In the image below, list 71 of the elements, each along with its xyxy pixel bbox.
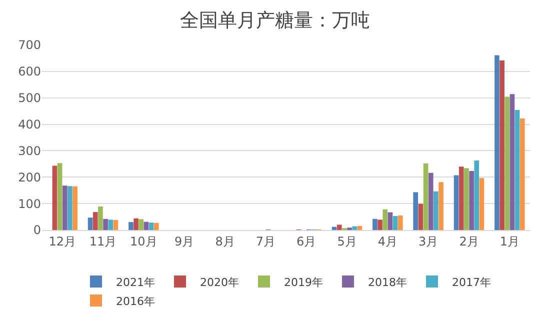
bar — [108, 220, 114, 230]
bar — [479, 178, 484, 230]
bar — [418, 204, 424, 230]
bar — [413, 192, 418, 230]
bar — [357, 226, 362, 230]
bar — [464, 168, 469, 230]
bar — [148, 222, 154, 230]
bar — [458, 166, 464, 230]
y-tick-label: 600 — [18, 64, 41, 79]
legend-label: 2016年 — [116, 294, 155, 308]
bar — [438, 182, 444, 230]
x-tick-label: 1月 — [500, 234, 520, 248]
bar — [68, 186, 72, 230]
legend-label: 2017年 — [452, 276, 491, 289]
legend-label: 2021年 — [116, 276, 155, 289]
y-tick-label: 100 — [18, 196, 41, 211]
bar — [128, 222, 134, 230]
bar — [494, 55, 500, 230]
bar — [520, 118, 525, 230]
bar — [392, 216, 398, 230]
bar — [434, 191, 438, 230]
y-tick-label: 0 — [33, 223, 41, 238]
x-tick-label: 5月 — [337, 234, 357, 248]
x-tick-label: 6月 — [296, 234, 316, 248]
bar — [378, 220, 382, 230]
y-tick-label: 700 — [18, 38, 41, 52]
y-tick-label: 300 — [18, 144, 41, 158]
bar — [134, 218, 138, 230]
bar — [352, 226, 358, 230]
bar — [504, 96, 510, 230]
bar — [72, 186, 78, 230]
x-tick-label: 7月 — [256, 234, 276, 248]
bar — [138, 219, 144, 230]
bar — [474, 160, 480, 230]
bar — [144, 222, 149, 230]
bar — [510, 94, 515, 230]
bar — [336, 224, 342, 230]
bar — [92, 212, 98, 230]
x-tick-label: 10月 — [130, 234, 158, 248]
bar — [52, 166, 58, 230]
legend-label: 2020年 — [200, 276, 239, 289]
bar — [454, 175, 459, 230]
bar — [57, 163, 62, 230]
bar — [98, 206, 103, 230]
bar — [500, 60, 504, 230]
bar — [514, 110, 520, 230]
y-tick-label: 400 — [18, 117, 41, 132]
bar — [423, 163, 428, 230]
x-tick-label: 3月 — [418, 234, 438, 248]
y-tick-label: 500 — [18, 91, 41, 106]
x-tick-label: 2月 — [459, 234, 479, 248]
legend-label: 2018年 — [368, 276, 407, 289]
bar — [154, 222, 159, 230]
bar — [388, 212, 393, 230]
legend-label: 2019年 — [284, 276, 323, 289]
y-tick-label: 200 — [18, 170, 41, 184]
bar — [88, 218, 93, 230]
bar — [62, 186, 68, 230]
bar — [103, 218, 108, 230]
x-tick-label: 12月 — [48, 234, 76, 248]
bar — [372, 218, 378, 230]
x-tick-label: 4月 — [378, 234, 398, 248]
x-tick-label: 11月 — [89, 234, 117, 248]
bar — [113, 220, 118, 230]
bar — [428, 172, 434, 230]
x-tick-label: 9月 — [174, 234, 194, 248]
bar — [469, 171, 474, 230]
bar — [382, 209, 388, 230]
x-tick-label: 8月 — [215, 234, 235, 248]
bar — [398, 215, 403, 230]
chart-title: 全国单月产糖量：万吨 — [180, 9, 370, 32]
